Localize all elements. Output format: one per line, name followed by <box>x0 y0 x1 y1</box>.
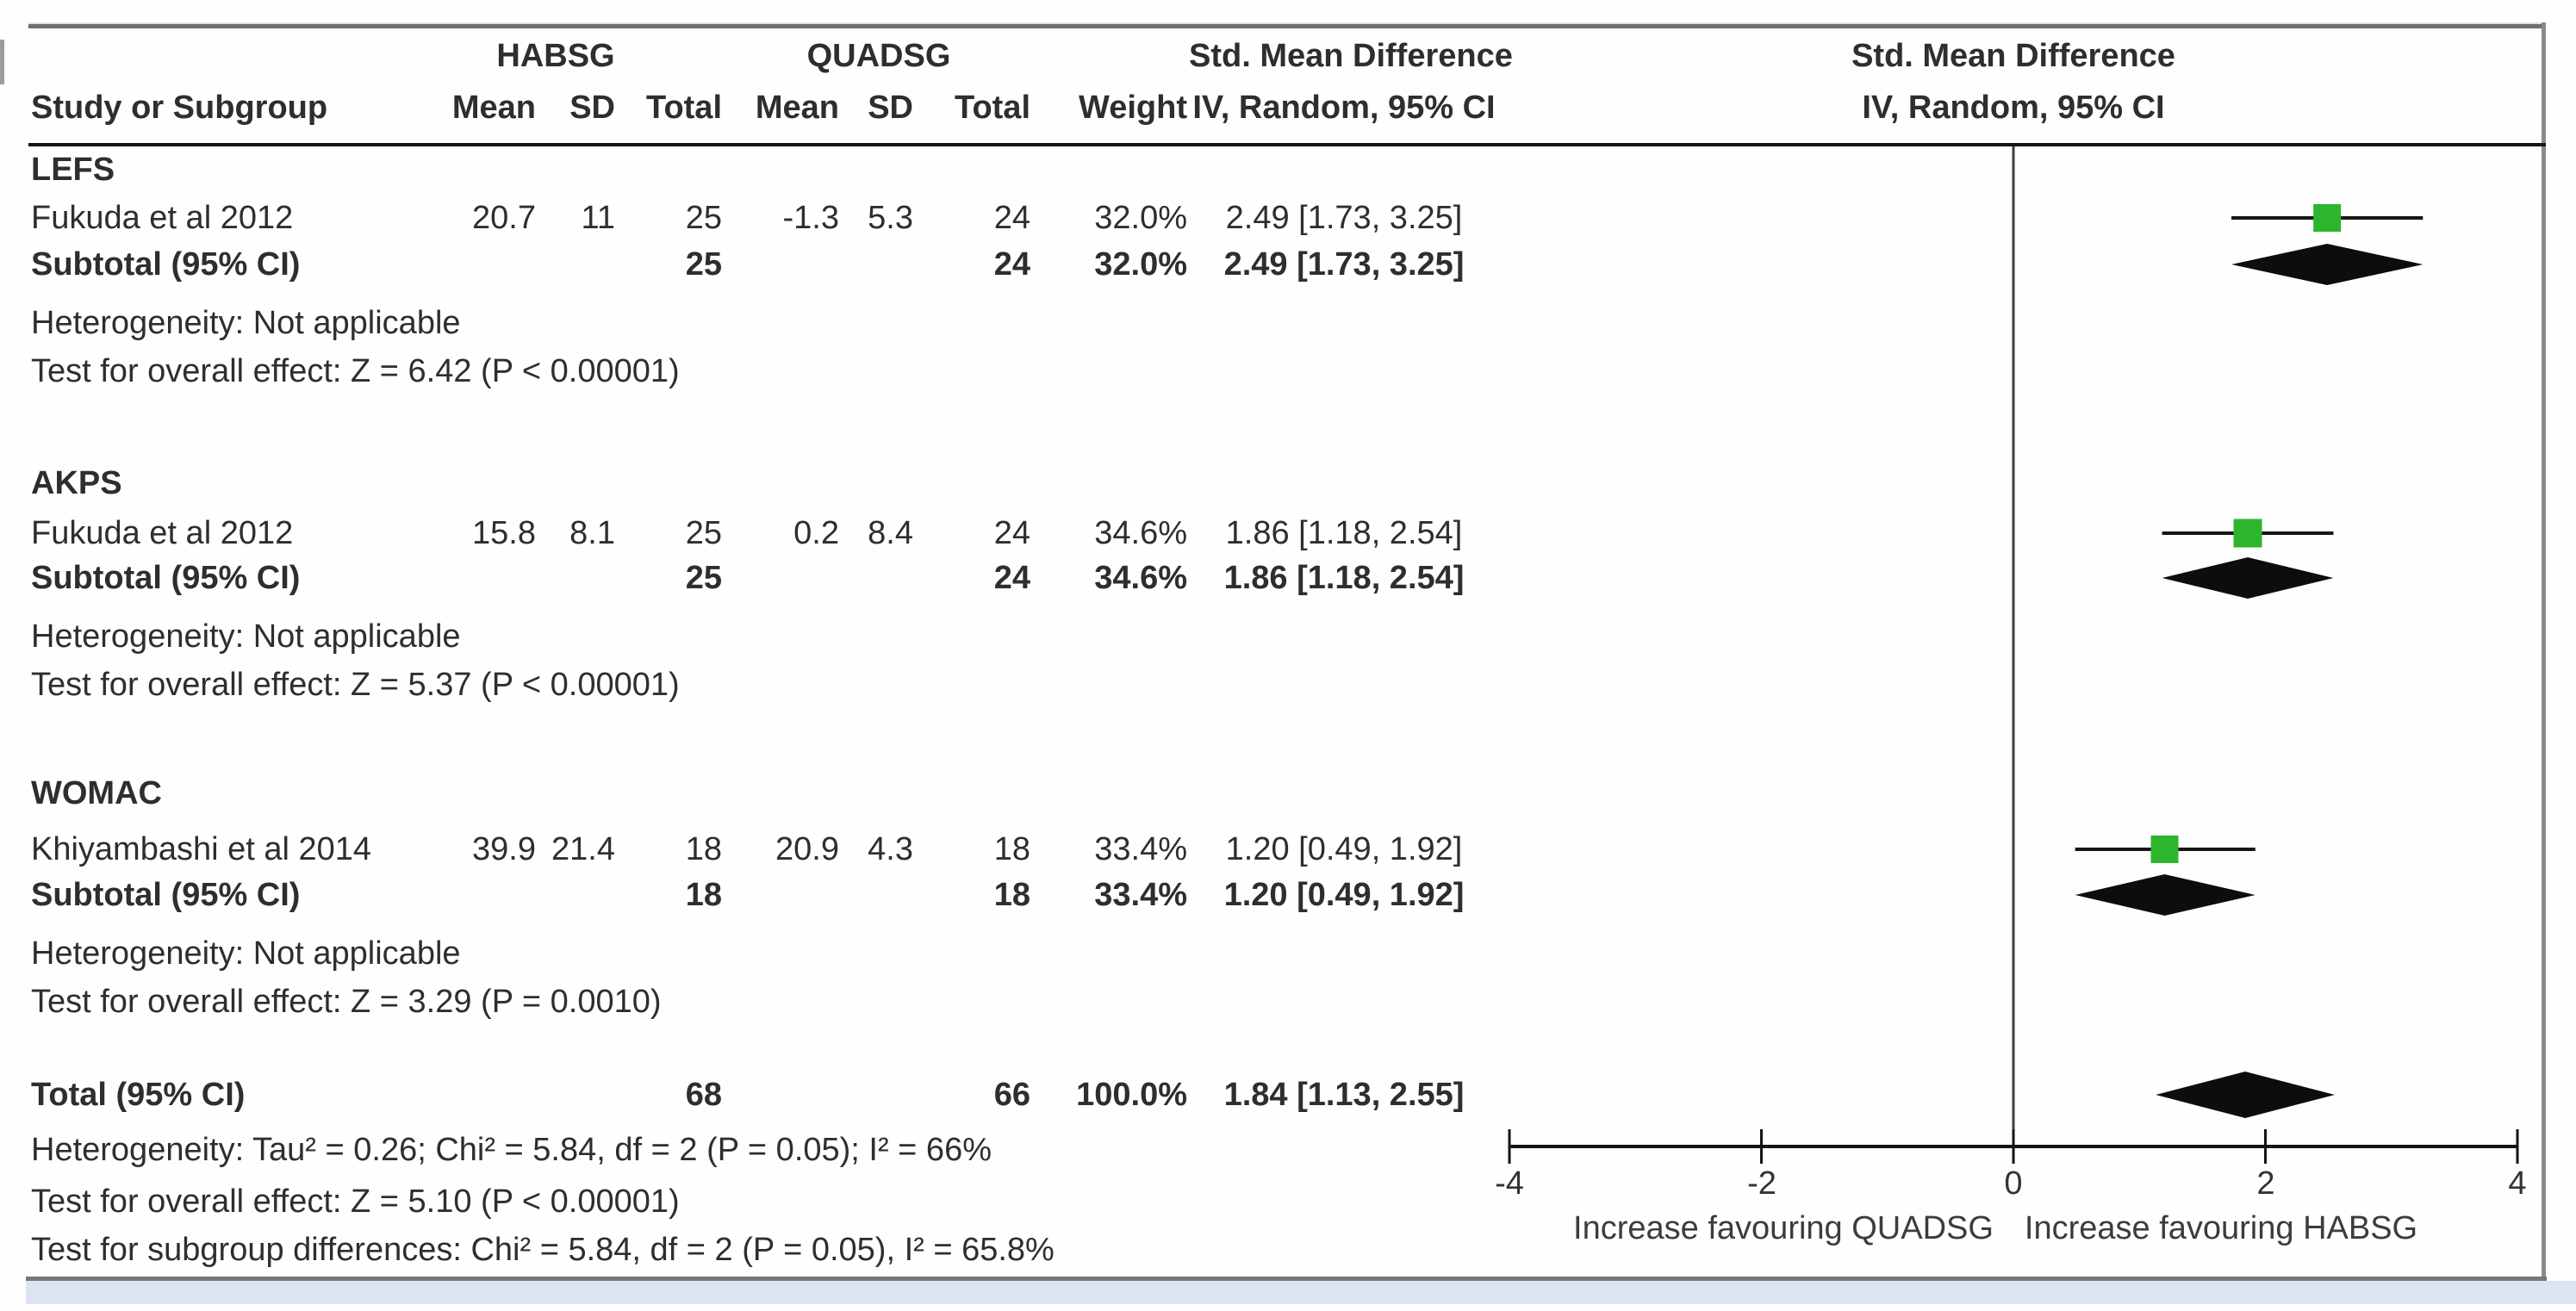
mean-quadsg: 20.9 <box>775 831 839 867</box>
subtotal-weight: 33.4% <box>1094 877 1187 913</box>
sd-quadsg: 8.4 <box>868 515 913 551</box>
mean-habsg: 15.8 <box>472 515 536 551</box>
scan-artifact <box>0 40 4 84</box>
header-divider-line <box>28 143 2546 146</box>
sd-quadsg: 4.3 <box>868 831 913 867</box>
axis-tick-label: 0 <box>2004 1165 2023 1202</box>
total-quadsg: 18 <box>993 831 1030 867</box>
overall-effect-text: Test for overall effect: Z = 6.42 (P < 0… <box>31 353 680 389</box>
total-total-habsg: 68 <box>685 1077 722 1113</box>
total-label: Total (95% CI) <box>31 1077 246 1113</box>
axis-tick-label: 4 <box>2508 1165 2527 1202</box>
subtotal-total-quadsg: 18 <box>993 877 1030 913</box>
study-name: Fukuda et al 2012 <box>31 515 294 551</box>
sd-habsg: 21.4 <box>551 831 615 867</box>
subtotal-label: Subtotal (95% CI) <box>31 246 301 283</box>
subtotal-label: Subtotal (95% CI) <box>31 560 301 596</box>
axis-tick-label: -4 <box>1495 1165 1524 1202</box>
heterogeneity-text: Heterogeneity: Tau² = 0.26; Chi² = 5.84,… <box>31 1132 992 1168</box>
total-weight: 100.0% <box>1076 1077 1187 1113</box>
axis-label-right: Increase favouring HABSG <box>2024 1210 2418 1246</box>
point-estimate-akps <box>2233 519 2262 548</box>
smd-ci-value: 1.20 [0.49, 1.92] <box>1225 831 1463 867</box>
column-header-weight: Weight <box>1079 90 1187 126</box>
group-header-habsg: HABSG <box>496 38 615 74</box>
mean-habsg: 39.9 <box>472 831 536 867</box>
subgroup-name: AKPS <box>31 465 122 501</box>
subgroup-name: LEFS <box>31 152 115 188</box>
total-habsg: 25 <box>685 515 722 551</box>
weight-value: 32.0% <box>1094 200 1187 236</box>
axis-label-left: Increase favouring QUADSG <box>1573 1210 1994 1246</box>
total-diamond <box>2156 1072 2335 1118</box>
subtotal-diamond-lefs <box>2231 244 2424 285</box>
weight-value: 33.4% <box>1094 831 1187 867</box>
weight-value: 34.6% <box>1094 515 1187 551</box>
subgroup-differences-text: Test for subgroup differences: Chi² = 5.… <box>31 1232 1055 1268</box>
heterogeneity-text: Heterogeneity: Not applicable <box>31 618 461 655</box>
total-habsg: 25 <box>685 200 722 236</box>
heterogeneity-text: Heterogeneity: Not applicable <box>31 305 461 341</box>
point-estimate-womac <box>2150 836 2179 863</box>
column-header-study: Study or Subgroup <box>31 90 328 126</box>
bottom-border-line <box>26 1277 2547 1281</box>
subtotal-smd-ci: 1.20 [0.49, 1.92] <box>1223 877 1465 913</box>
subtotal-diamond-womac <box>2075 874 2256 916</box>
subtotal-weight: 32.0% <box>1094 246 1187 283</box>
smd-column-title: Std. Mean Difference <box>1189 38 1513 74</box>
subtotal-total-habsg: 18 <box>685 877 722 913</box>
sd-habsg: 8.1 <box>569 515 615 551</box>
overall-effect-text: Test for overall effect: Z = 5.10 (P < 0… <box>31 1184 680 1220</box>
mean-quadsg: 0.2 <box>793 515 839 551</box>
column-header-total-quadsg: Total <box>955 90 1030 126</box>
subtotal-weight: 34.6% <box>1094 560 1187 596</box>
group-header-quadsg: QUADSG <box>806 38 951 74</box>
heterogeneity-text: Heterogeneity: Not applicable <box>31 935 461 972</box>
plot-panel-title: Std. Mean Difference <box>1851 38 2175 74</box>
right-border-line <box>2542 22 2546 1281</box>
plot-panel-subtitle: IV, Random, 95% CI <box>1862 90 2165 126</box>
sd-habsg: 11 <box>581 200 615 236</box>
sd-quadsg: 5.3 <box>868 200 913 236</box>
mean-habsg: 20.7 <box>472 200 536 236</box>
column-header-total-habsg: Total <box>646 90 722 126</box>
column-header-sd-quadsg: SD <box>868 90 913 126</box>
bottom-strip <box>26 1281 2576 1304</box>
subtotal-smd-ci: 1.86 [1.18, 2.54] <box>1223 560 1465 596</box>
smd-ci-value: 1.86 [1.18, 2.54] <box>1225 515 1463 551</box>
total-quadsg: 24 <box>993 200 1030 236</box>
total-habsg: 18 <box>685 831 722 867</box>
overall-effect-text: Test for overall effect: Z = 3.29 (P = 0… <box>31 984 662 1020</box>
top-border-line <box>28 22 2546 28</box>
column-header-mean-habsg: Mean <box>451 90 536 126</box>
subtotal-label: Subtotal (95% CI) <box>31 877 301 913</box>
subtotal-total-quadsg: 24 <box>993 246 1030 283</box>
subtotal-total-habsg: 25 <box>685 560 722 596</box>
subtotal-total-habsg: 25 <box>685 246 722 283</box>
axis-tick-label: -2 <box>1747 1165 1776 1202</box>
column-header-mean-quadsg: Mean <box>755 90 839 126</box>
column-header-sd-habsg: SD <box>569 90 615 126</box>
total-quadsg: 24 <box>993 515 1030 551</box>
point-estimate-lefs <box>2313 204 2342 232</box>
study-name: Khiyambashi et al 2014 <box>31 831 372 867</box>
mean-quadsg: -1.3 <box>782 200 839 236</box>
smd-ci-value: 2.49 [1.73, 3.25] <box>1225 200 1463 236</box>
axis-tick-label: 2 <box>2256 1165 2275 1202</box>
subtotal-diamond-akps <box>2162 557 2334 599</box>
total-total-quadsg: 66 <box>993 1077 1030 1113</box>
column-header-ci: IV, Random, 95% CI <box>1192 90 1496 126</box>
subtotal-smd-ci: 2.49 [1.73, 3.25] <box>1223 246 1465 283</box>
subtotal-total-quadsg: 24 <box>993 560 1030 596</box>
subgroup-name: WOMAC <box>31 775 162 811</box>
study-name: Fukuda et al 2012 <box>31 200 294 236</box>
overall-effect-text: Test for overall effect: Z = 5.37 (P < 0… <box>31 667 680 703</box>
total-smd-ci: 1.84 [1.13, 2.55] <box>1223 1077 1465 1113</box>
